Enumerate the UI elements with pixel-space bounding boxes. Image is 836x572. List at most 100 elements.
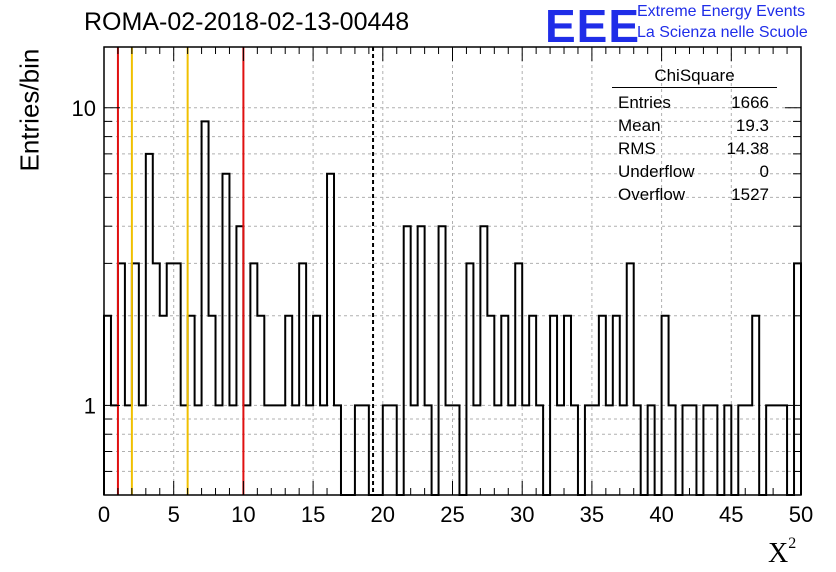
- x-tick-label: 50: [789, 502, 813, 527]
- histogram-bin: [536, 405, 543, 495]
- histogram-bin: [453, 405, 460, 495]
- stats-value: 19.3: [735, 115, 769, 135]
- eee-logo: EEE: [545, 0, 641, 52]
- histogram-bin: [529, 316, 536, 495]
- histogram-bin: [557, 405, 564, 495]
- stats-value: 0: [759, 161, 769, 181]
- histogram-bin: [327, 174, 334, 495]
- stats-label: Underflow: [618, 161, 695, 181]
- histogram-bin: [362, 405, 369, 495]
- x-tick-label: 30: [510, 502, 534, 527]
- histogram-bin: [139, 405, 146, 495]
- stats-label: Overflow: [618, 184, 686, 204]
- histogram-bin: [752, 316, 759, 495]
- histogram-bin: [592, 405, 599, 495]
- histogram-bin: [299, 263, 306, 495]
- histogram-bin: [132, 263, 139, 495]
- plot-title: ROMA-02-2018-02-13-00448: [84, 8, 410, 36]
- stats-label: RMS: [618, 138, 656, 158]
- x-tick-label: 20: [371, 502, 395, 527]
- histogram-bin: [320, 405, 327, 495]
- histogram-bin: [439, 226, 446, 495]
- histogram-bin: [724, 405, 731, 495]
- histogram-bin: [334, 405, 341, 495]
- histogram-bin: [111, 405, 118, 495]
- histogram-bin: [522, 405, 529, 495]
- histogram-bin: [160, 316, 167, 495]
- x-axis-label: X2: [768, 534, 797, 570]
- stats-row-overflow: Overflow 1527: [612, 183, 777, 206]
- histogram-bin: [703, 405, 710, 495]
- histogram-bin: [466, 263, 473, 495]
- histogram-bin: [620, 405, 627, 495]
- histogram-bin: [487, 316, 494, 495]
- histogram-bin: [285, 316, 292, 495]
- histogram-bin: [271, 405, 278, 495]
- stats-label: Mean: [618, 115, 661, 135]
- histogram-bin: [425, 405, 432, 495]
- histogram-bin: [515, 263, 522, 495]
- histogram-bin: [669, 405, 676, 495]
- histogram-bin: [550, 316, 557, 495]
- histogram-bin: [571, 405, 578, 495]
- y-tick-label: 10: [72, 96, 96, 121]
- histogram-bin: [585, 405, 592, 495]
- histogram-bin: [501, 316, 508, 495]
- histogram-bin: [167, 263, 174, 495]
- x-tick-label: 15: [301, 502, 325, 527]
- histogram-bin: [236, 226, 243, 495]
- stats-box: ChiSquare Entries 1666 Mean 19.3 RMS 14.38 …: [612, 66, 777, 206]
- histogram-bin: [494, 405, 501, 495]
- histogram-bin: [473, 405, 480, 495]
- histogram-bin: [181, 405, 188, 495]
- histogram-bin: [766, 405, 773, 495]
- histogram-bin: [153, 263, 160, 495]
- histogram-bin: [174, 263, 181, 495]
- logo-subtitle-line2: La Scienza nelle Scuole: [637, 24, 808, 41]
- histogram-bin: [125, 405, 132, 495]
- logo-subtitle-line1: Extreme Energy Events: [637, 3, 806, 20]
- x-tick-label: 25: [440, 502, 464, 527]
- stats-row-underflow: Underflow 0: [612, 160, 777, 183]
- stats-label: Entries: [618, 92, 671, 112]
- histogram-bin: [229, 405, 236, 495]
- histogram-bin: [648, 405, 655, 495]
- histogram-bin: [446, 405, 453, 495]
- histogram-bin: [662, 316, 669, 495]
- stats-value: 1527: [731, 184, 769, 204]
- x-tick-label: 45: [719, 502, 743, 527]
- histogram-bin: [202, 121, 209, 495]
- histogram-bin: [313, 316, 320, 495]
- histogram-bin: [292, 405, 299, 495]
- histogram-bin: [250, 263, 257, 495]
- histogram-bin: [146, 154, 153, 495]
- histogram-bin: [195, 405, 202, 495]
- histogram-bin: [634, 405, 641, 495]
- histogram-bin: [243, 405, 250, 495]
- x-axis-label-superscript: 2: [788, 534, 797, 552]
- histogram-bin: [355, 405, 362, 495]
- histogram-bin: [383, 405, 390, 495]
- histogram-bin: [773, 405, 780, 495]
- stats-row-rms: RMS 14.38: [612, 137, 777, 160]
- histogram-bin: [508, 405, 515, 495]
- histogram-bin: [745, 405, 752, 495]
- histogram-bin: [216, 405, 223, 495]
- x-axis-label-base: X: [768, 538, 789, 569]
- histogram-bin: [404, 226, 411, 495]
- histogram-bin: [606, 405, 613, 495]
- x-tick-label: 5: [168, 502, 180, 527]
- stats-title: ChiSquare: [612, 66, 777, 88]
- histogram-bin: [278, 405, 285, 495]
- y-axis-label: Entries/bin: [14, 48, 45, 172]
- histogram-bin: [683, 405, 690, 495]
- stats-row-mean: Mean 19.3: [612, 114, 777, 137]
- histogram-bin: [738, 405, 745, 495]
- histogram-bin: [599, 316, 606, 495]
- x-tick-label: 35: [580, 502, 604, 527]
- histogram-bin: [627, 263, 634, 495]
- y-tick-label: 1: [84, 393, 96, 418]
- histogram-bin: [209, 316, 216, 495]
- x-tick-label: 40: [649, 502, 673, 527]
